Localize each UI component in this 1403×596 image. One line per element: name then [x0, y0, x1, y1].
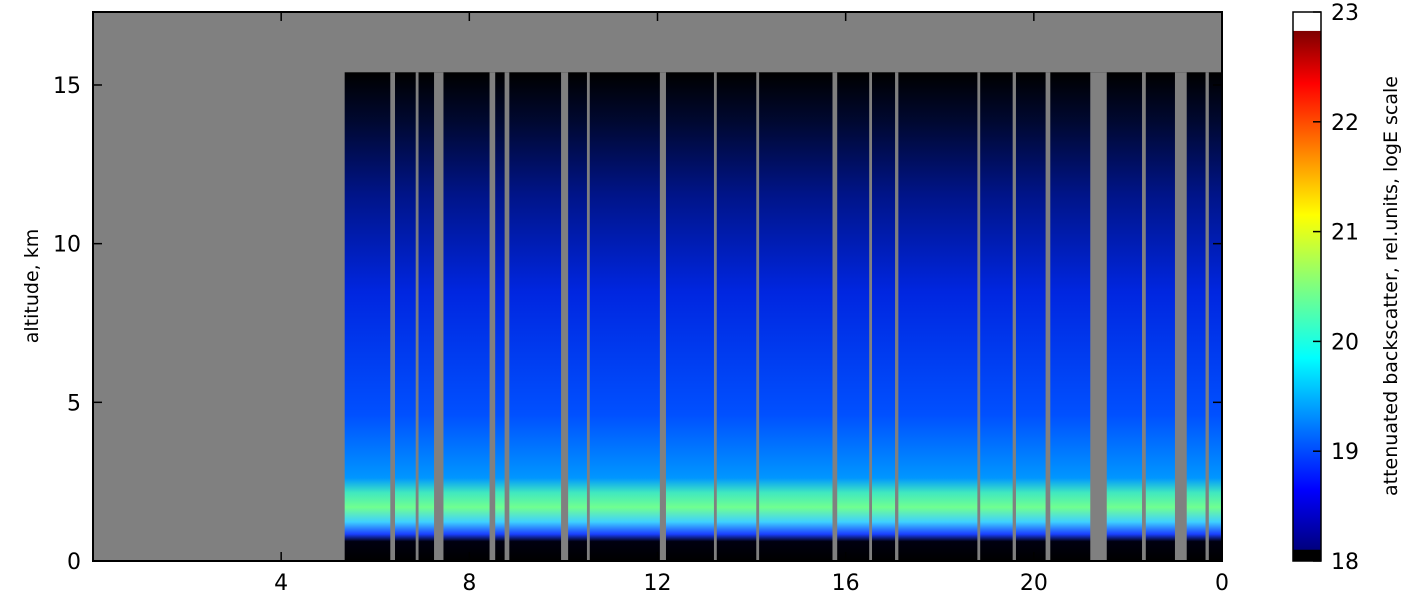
data-gap [1142, 72, 1146, 561]
data-gap [1045, 72, 1051, 561]
data-gap [489, 72, 496, 561]
x-axis: 4 8 12 16 20 0 [274, 12, 1229, 596]
data-gap [869, 72, 873, 561]
data-gap [504, 72, 510, 561]
data-gap [415, 72, 419, 561]
data-gap [1205, 72, 1209, 561]
data-gap [659, 72, 666, 561]
y-axis-label: altitude, km [21, 229, 43, 343]
data-gap [895, 72, 899, 561]
x-tick-label: 12 [644, 571, 672, 596]
x-tick-label: 16 [832, 571, 860, 596]
data-gap [1090, 72, 1107, 561]
colorbar-tick-label: 22 [1331, 111, 1359, 136]
colorbar-tick-label: 19 [1331, 440, 1359, 465]
data-gap [1174, 72, 1187, 561]
data-gap [561, 72, 569, 561]
data-gap [586, 72, 590, 561]
colorbar [1292, 11, 1322, 562]
colorbar-tick-label: 21 [1331, 221, 1359, 246]
y-tick-label: 10 [53, 233, 81, 258]
y-tick-label: 15 [53, 74, 81, 99]
colorbar-axis: 18 19 20 21 22 23 [1313, 1, 1359, 575]
colorbar-tick-label: 20 [1331, 330, 1359, 355]
x-tick-label: 4 [274, 571, 288, 596]
data-gap [434, 72, 444, 561]
data-gap [832, 72, 838, 561]
data-gap [977, 72, 981, 561]
x-tick-label: 8 [462, 571, 476, 596]
colorbar-tick-label: 18 [1331, 550, 1359, 575]
colorbar-tick-label: 23 [1331, 1, 1359, 26]
data-gap [713, 72, 717, 561]
data-gap [390, 72, 396, 561]
colorbar-label: attenuated backscatter, rel.units, logE … [1380, 76, 1402, 496]
y-tick-label: 5 [67, 391, 81, 416]
y-tick-label: 0 [67, 550, 81, 575]
plot-area [93, 12, 1222, 561]
x-tick-label: 0 [1215, 571, 1229, 596]
data-gap [1012, 72, 1016, 561]
y-axis: 0 5 10 15 [53, 74, 1222, 575]
x-tick-label: 20 [1020, 571, 1048, 596]
data-gap [756, 72, 760, 561]
